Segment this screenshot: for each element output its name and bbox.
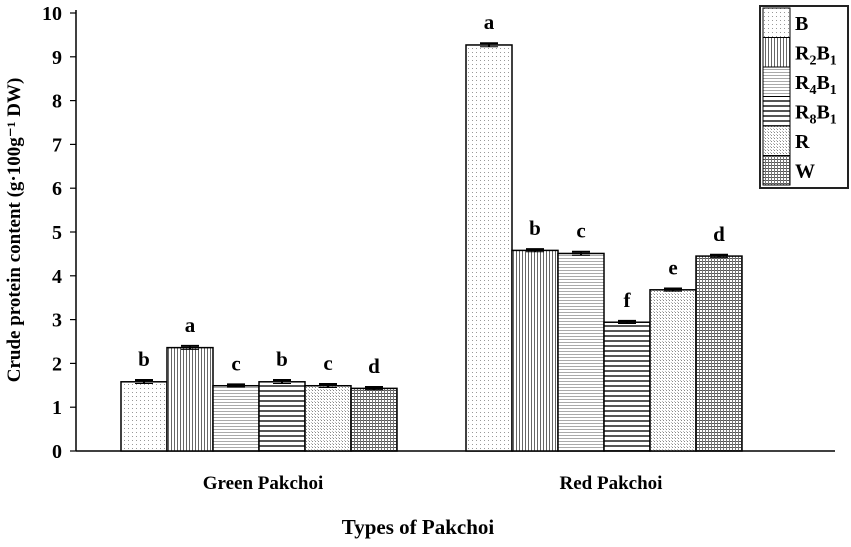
bar-R2B1-0 <box>166 346 214 452</box>
bar-R-0 <box>304 384 352 452</box>
y-tick-label: 0 <box>52 441 62 463</box>
x-axis-title: Types of Pakchoi <box>342 515 495 539</box>
y-tick-labels: 0 1 2 3 4 5 6 7 8 9 10 <box>42 3 76 463</box>
y-tick-label: 9 <box>52 47 62 69</box>
y-tick-label: 8 <box>52 91 62 113</box>
bar-W-0 <box>350 387 398 452</box>
bar-B-1 <box>465 44 513 452</box>
significance-letter: b <box>138 347 150 371</box>
category-label: Red Pakchoi <box>560 473 663 494</box>
significance-letter: e <box>668 256 677 280</box>
legend-label-W: W <box>795 161 815 183</box>
legend-swatch-R4B1 <box>762 66 791 97</box>
significance-letter: c <box>231 351 240 375</box>
legend-label-R8B1: R8B1 <box>795 102 837 128</box>
significance-letter: c <box>323 351 332 375</box>
legend-label-R2B1: R2B1 <box>795 43 837 69</box>
significance-letter: a <box>185 313 196 337</box>
y-tick-label: 4 <box>52 266 62 288</box>
legend-swatch-B <box>762 7 791 38</box>
bar-R8B1-0 <box>258 381 306 452</box>
significance-letter: b <box>276 347 288 371</box>
significance-letter: b <box>529 216 541 240</box>
y-axis: 0 1 2 3 4 5 6 7 8 9 10 <box>42 3 77 463</box>
bar-R-1 <box>649 289 697 452</box>
legend-swatch-R <box>762 125 791 156</box>
y-tick-label: 2 <box>52 353 62 375</box>
category-label: Green Pakchoi <box>203 473 324 494</box>
bar-B-0 <box>120 381 168 452</box>
y-tick-label: 1 <box>52 397 62 419</box>
legend-swatch-R8B1 <box>762 96 791 127</box>
significance-letter: a <box>484 10 495 34</box>
y-tick-label: 10 <box>42 3 62 25</box>
legend-swatch-W <box>762 155 791 186</box>
legend-label-B: B <box>795 13 808 35</box>
legend-label-R: R <box>795 131 810 153</box>
legend: B R2B1 R4B1 R8B1 RW <box>759 5 849 189</box>
error-bars <box>135 42 728 391</box>
category-labels: Green Pakchoi Red Pakchoi <box>203 473 663 494</box>
legend-swatch-R2B1 <box>762 37 791 68</box>
bar-R4B1-0 <box>212 384 260 452</box>
significance-letter: d <box>713 222 725 246</box>
bars <box>120 44 743 452</box>
y-tick-label: 7 <box>52 134 62 156</box>
significance-letters: b a c b c d a b c f e d <box>138 10 725 378</box>
bar-W-1 <box>695 255 743 452</box>
y-tick-label: 3 <box>52 310 62 332</box>
significance-letter: f <box>624 288 632 312</box>
bar-R4B1-1 <box>557 252 605 452</box>
y-axis-title: Crude protein content (g·100g⁻¹ DW) <box>4 78 25 383</box>
bar-R2B1-1 <box>511 249 559 452</box>
significance-letter: c <box>576 219 585 243</box>
y-tick-label: 5 <box>52 222 62 244</box>
legend-label-R4B1: R4B1 <box>795 72 837 98</box>
y-tick-label: 6 <box>52 178 62 200</box>
bar-R8B1-1 <box>603 321 651 452</box>
significance-letter: d <box>368 354 380 378</box>
